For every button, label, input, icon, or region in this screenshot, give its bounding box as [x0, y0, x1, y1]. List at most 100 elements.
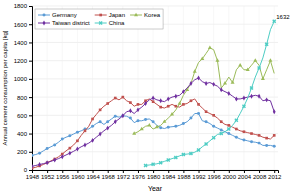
legend-item: Taiwan district	[38, 20, 90, 26]
legend-item: Japan	[95, 12, 125, 18]
marker	[182, 122, 185, 125]
grid	[32, 6, 278, 170]
marker	[167, 126, 170, 129]
tick-mark	[29, 134, 32, 135]
tick-mark	[29, 61, 32, 62]
marker	[220, 87, 223, 92]
marker	[273, 109, 276, 114]
tick-mark	[29, 79, 32, 80]
axis-line	[33, 171, 279, 174]
tick-label: 1200	[14, 58, 28, 64]
grid-line	[32, 60, 278, 61]
marker	[114, 97, 117, 100]
grid-line	[62, 6, 63, 170]
tick-label: 1948	[26, 174, 40, 180]
marker	[136, 119, 139, 122]
tick-label: 2004	[238, 174, 252, 180]
marker	[53, 143, 56, 146]
marker	[241, 103, 247, 109]
marker	[76, 140, 79, 143]
tick-label: 1952	[41, 174, 55, 180]
marker	[261, 77, 265, 80]
tick-label: 1988	[177, 174, 191, 180]
marker	[38, 162, 41, 167]
marker	[84, 129, 87, 132]
tick: 1976	[132, 170, 146, 180]
marker	[205, 110, 208, 113]
marker	[174, 105, 177, 108]
tick-label: 600	[17, 113, 28, 119]
marker	[220, 128, 223, 131]
grid-line	[92, 6, 93, 170]
tick-mark	[214, 170, 215, 173]
marker	[203, 141, 209, 147]
grid-line	[32, 115, 278, 116]
tick-label: 800	[17, 95, 28, 101]
marker	[268, 58, 272, 61]
series-line	[146, 21, 275, 165]
marker	[208, 46, 212, 49]
marker	[190, 99, 193, 102]
marker	[162, 119, 166, 122]
legend-label: Taiwan district	[52, 20, 90, 26]
tick-mark	[153, 170, 154, 173]
marker	[233, 117, 239, 123]
marker	[167, 96, 170, 101]
grid-line	[198, 6, 199, 170]
marker	[265, 144, 268, 147]
marker	[178, 101, 182, 104]
tick: 0	[24, 167, 32, 173]
tick-label: 1980	[147, 174, 161, 180]
marker	[258, 142, 261, 145]
tick: 1800	[14, 3, 32, 9]
marker	[215, 58, 219, 61]
marker	[132, 131, 136, 134]
marker	[137, 107, 140, 112]
legend-marker	[134, 13, 138, 16]
marker	[188, 151, 194, 157]
marker	[32, 154, 33, 157]
grid-line	[137, 6, 138, 170]
y-axis-title: Annual cement consumption per capita [kg…	[2, 30, 8, 145]
chart: 1948195219561960196419681972197619801984…	[0, 0, 300, 194]
marker	[173, 154, 179, 160]
axis-line	[29, 7, 33, 171]
tick-mark	[77, 170, 78, 173]
marker	[167, 105, 170, 108]
grid-line	[122, 6, 123, 170]
tick: 200	[17, 149, 32, 155]
marker	[159, 106, 162, 109]
marker	[235, 96, 238, 101]
tick: 800	[17, 95, 32, 101]
legend-marker	[98, 20, 104, 26]
marker	[212, 125, 215, 128]
marker	[256, 65, 262, 71]
tick-label: 1964	[86, 174, 100, 180]
tick-label: 0	[24, 167, 28, 173]
tick-label: 1976	[132, 174, 146, 180]
tick-mark	[29, 6, 32, 7]
marker	[258, 134, 261, 137]
grid-line	[32, 42, 278, 43]
marker	[174, 125, 177, 128]
marker	[61, 138, 64, 141]
tick: 1960	[71, 170, 85, 180]
tick-mark	[29, 152, 32, 153]
tick-mark	[62, 170, 63, 173]
marker	[99, 132, 102, 137]
grid-line	[243, 6, 244, 170]
marker	[46, 160, 49, 165]
tick-mark	[138, 170, 139, 173]
grid-line	[32, 6, 278, 7]
marker	[165, 157, 171, 163]
tick-mark	[29, 24, 32, 25]
marker	[235, 136, 238, 139]
marker	[76, 147, 79, 152]
legend-marker	[43, 14, 46, 17]
marker	[273, 134, 276, 137]
grid-line	[153, 6, 154, 170]
marker	[231, 80, 235, 83]
tick-mark	[93, 170, 94, 173]
marker	[180, 152, 186, 158]
grid-line	[213, 6, 214, 170]
